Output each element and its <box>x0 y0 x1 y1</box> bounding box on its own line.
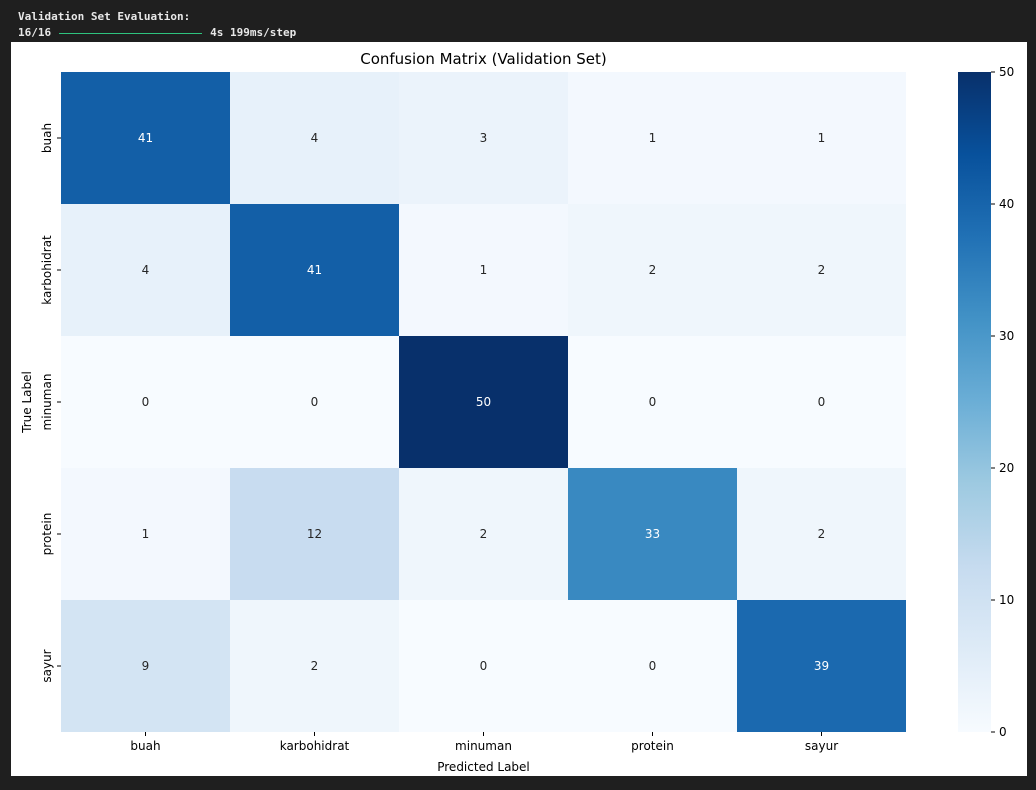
heatmap-cell <box>737 468 906 600</box>
heatmap-cell <box>61 336 230 468</box>
cell-value-label: 2 <box>818 263 826 277</box>
cell-value-label: 0 <box>818 395 826 409</box>
cell-value-label: 41 <box>138 131 153 145</box>
cell-value-label: 0 <box>311 395 319 409</box>
heatmap-cell <box>230 468 399 600</box>
cell-value-label: 3 <box>480 131 488 145</box>
y-tick-label: karbohidrat <box>40 235 54 305</box>
x-tick-label: minuman <box>455 739 512 753</box>
heatmap-cell <box>399 600 568 732</box>
cell-value-label: 12 <box>307 527 322 541</box>
cell-value-label: 39 <box>814 659 829 673</box>
colorbar-tick-label: 30 <box>999 329 1014 343</box>
cell-value-label: 33 <box>645 527 660 541</box>
x-tick-label: protein <box>631 739 674 753</box>
cell-value-label: 2 <box>649 263 657 277</box>
confusion-matrix-chart: Confusion Matrix (Validation Set)41 4 3 1 14… <box>20 50 1014 774</box>
colorbar-tick-label: 0 <box>999 725 1007 739</box>
heatmap-cell <box>568 336 737 468</box>
step-timing: 4s 199ms/step <box>210 26 297 39</box>
cell-value-label: 4 <box>142 263 150 277</box>
heatmap-cell <box>230 204 399 336</box>
step-count: 16/16 <box>18 26 52 39</box>
x-tick-label: sayur <box>805 739 838 753</box>
colorbar-tick-label: 50 <box>999 65 1014 79</box>
heatmap-cell <box>61 204 230 336</box>
x-tick-label: buah <box>130 739 160 753</box>
colorbar <box>958 72 991 732</box>
cell-value-label: 1 <box>818 131 826 145</box>
cell-value-label: 1 <box>649 131 657 145</box>
heatmap-cell <box>568 468 737 600</box>
heatmap-cell <box>230 72 399 204</box>
cell-value-label: 2 <box>311 659 319 673</box>
heatmap-cell <box>568 204 737 336</box>
heatmap-cell <box>399 72 568 204</box>
progress-bar <box>59 32 203 34</box>
cell-value-label: 2 <box>480 527 488 541</box>
cell-value-label: 1 <box>142 527 150 541</box>
heatmap-cell <box>399 336 568 468</box>
heatmap-cell <box>61 468 230 600</box>
console-heading: Validation Set Evaluation: <box>18 10 191 23</box>
heatmap-cell <box>737 204 906 336</box>
cell-value-label: 0 <box>480 659 488 673</box>
heatmap-cell <box>737 336 906 468</box>
heatmap-cell <box>230 336 399 468</box>
chart-figure: Confusion Matrix (Validation Set) 41 4 3 1 1 4… <box>11 42 1027 776</box>
heatmap-cell <box>61 72 230 204</box>
y-tick-label: minuman <box>40 374 54 431</box>
x-axis-label: Predicted Label <box>437 760 530 774</box>
y-tick-label: buah <box>40 123 54 153</box>
heatmap-cell <box>737 600 906 732</box>
heatmap-cell <box>568 72 737 204</box>
heatmap-cell <box>61 600 230 732</box>
y-tick-label: sayur <box>40 649 54 682</box>
output-bottom-strip <box>0 776 1036 790</box>
console-output: Validation Set Evaluation: 16/16 4s 199m… <box>18 9 296 41</box>
heatmap-cell <box>737 72 906 204</box>
progress-line: 16/16 4s 199ms/step <box>18 25 296 41</box>
cell-value-label: 2 <box>818 527 826 541</box>
cell-value-label: 0 <box>649 659 657 673</box>
colorbar-tick-label: 20 <box>999 461 1014 475</box>
x-tick-label: karbohidrat <box>280 739 350 753</box>
cell-value-label: 0 <box>649 395 657 409</box>
heatmap-cell <box>230 600 399 732</box>
y-axis-label: True Label <box>20 371 34 434</box>
colorbar-tick-label: 10 <box>999 593 1014 607</box>
cell-value-label: 9 <box>142 659 150 673</box>
y-tick-label: protein <box>40 513 54 556</box>
cell-value-label: 4 <box>311 131 319 145</box>
heatmap-cell <box>399 204 568 336</box>
cell-value-label: 0 <box>142 395 150 409</box>
cell-value-label: 41 <box>307 263 322 277</box>
cell-value-label: 50 <box>476 395 491 409</box>
heatmap-cell <box>568 600 737 732</box>
cell-value-label: 1 <box>480 263 488 277</box>
heatmap-cell <box>399 468 568 600</box>
colorbar-tick-label: 40 <box>999 197 1014 211</box>
chart-title: Confusion Matrix (Validation Set) <box>360 50 607 68</box>
